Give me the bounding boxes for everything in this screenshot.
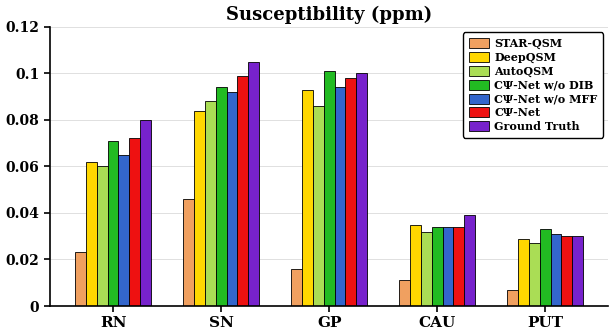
Bar bbox=[216, 87, 227, 306]
Bar bbox=[443, 227, 453, 306]
Bar bbox=[237, 76, 248, 306]
Bar bbox=[184, 199, 194, 306]
Bar bbox=[421, 232, 432, 306]
Bar bbox=[335, 87, 345, 306]
Bar bbox=[432, 227, 443, 306]
Bar bbox=[86, 162, 97, 306]
Bar bbox=[356, 73, 367, 306]
Bar bbox=[572, 236, 583, 306]
Bar bbox=[561, 236, 572, 306]
Bar bbox=[248, 62, 259, 306]
Bar bbox=[324, 71, 335, 306]
Bar bbox=[540, 229, 551, 306]
Bar bbox=[507, 290, 518, 306]
Bar bbox=[453, 227, 464, 306]
Bar bbox=[97, 166, 107, 306]
Bar bbox=[194, 111, 205, 306]
Bar bbox=[107, 141, 119, 306]
Bar bbox=[130, 138, 140, 306]
Bar bbox=[302, 90, 313, 306]
Bar bbox=[205, 101, 216, 306]
Bar bbox=[291, 269, 302, 306]
Bar bbox=[464, 215, 475, 306]
Bar bbox=[410, 224, 421, 306]
Title: Susceptibility (ppm): Susceptibility (ppm) bbox=[226, 6, 432, 24]
Bar bbox=[529, 243, 540, 306]
Bar bbox=[551, 234, 561, 306]
Bar bbox=[313, 106, 324, 306]
Bar bbox=[140, 120, 151, 306]
Bar bbox=[119, 155, 130, 306]
Bar bbox=[345, 78, 356, 306]
Bar bbox=[399, 281, 410, 306]
Bar bbox=[76, 252, 86, 306]
Bar bbox=[227, 92, 237, 306]
Bar bbox=[518, 239, 529, 306]
Legend: STAR-QSM, DeepQSM, AutoQSM, CΨ-Net w/o DIB, CΨ-Net w/o MFF, CΨ-Net, Ground Truth: STAR-QSM, DeepQSM, AutoQSM, CΨ-Net w/o D… bbox=[463, 32, 603, 138]
